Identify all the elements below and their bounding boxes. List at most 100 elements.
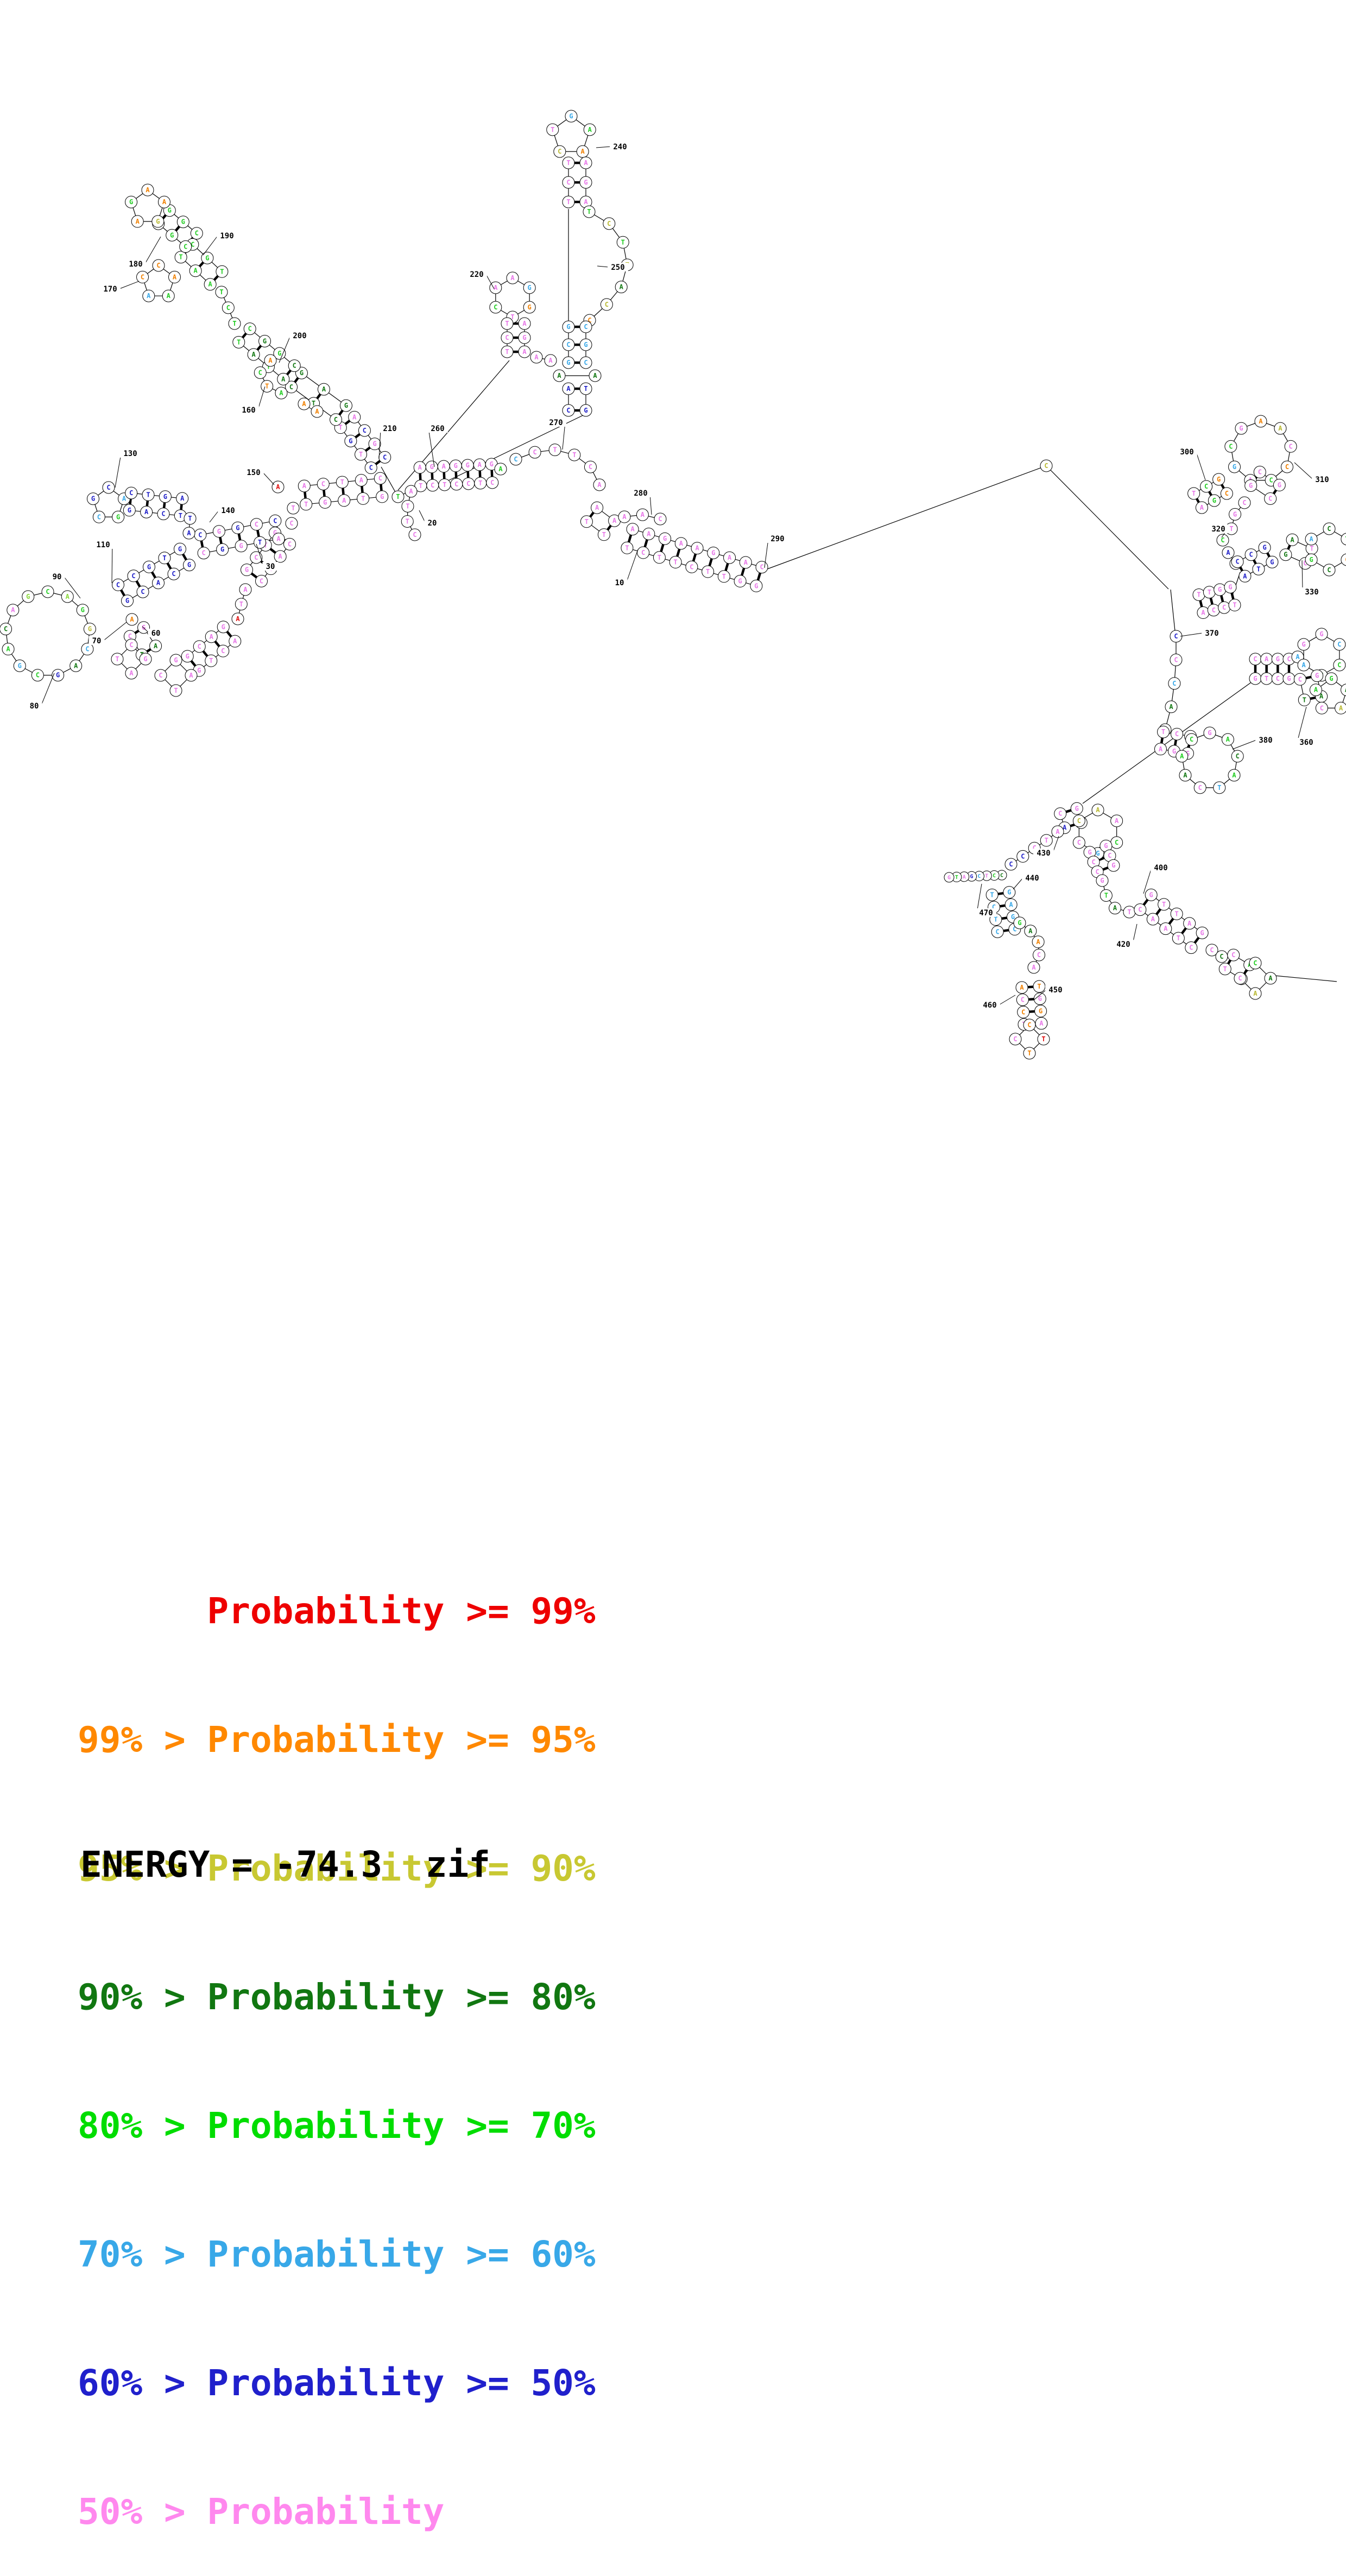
nucleotide-letter: A (352, 413, 357, 421)
nucleotide-letter: G (26, 593, 30, 600)
nucleotide-letter: A (647, 530, 651, 537)
nucleotide-letter: G (663, 535, 667, 542)
nucleotide-letter: A (588, 126, 592, 134)
nucleotide-letter: C (1298, 675, 1302, 683)
nucleotide-letter: T (162, 554, 166, 562)
nucleotide-letter: G (163, 493, 167, 501)
nucleotide-letter: C (198, 531, 202, 539)
nucleotide-letter: A (548, 357, 553, 364)
nucleotide-letter: A (1187, 920, 1192, 927)
nucleotide-letter: C (116, 581, 120, 588)
nucleotide-letter: C (260, 577, 263, 585)
nucleotide-letter: C (1009, 860, 1013, 868)
nucleotide-letter: G (245, 566, 249, 574)
nucleotide-letter: C (605, 301, 609, 308)
nucleotide-letter: C (566, 341, 570, 349)
nucleotide-letter: G (1309, 556, 1313, 564)
nucleotide-letter: A (156, 579, 161, 587)
nucleotide-letter: T (115, 655, 119, 663)
nucleotide-letter: A (1226, 736, 1230, 743)
nucleotide-letter: A (1243, 572, 1247, 580)
nucleotide-letter: A (1265, 655, 1269, 663)
nucleotide-letter: G (1200, 929, 1204, 936)
nucleotide-letter: G (277, 350, 281, 357)
nucleotide-letter: G (1233, 463, 1236, 471)
nucleotide-letter: G (528, 284, 532, 292)
nucleotide-letter: T (566, 198, 570, 206)
nucleotide-letter: T (551, 126, 554, 134)
position-label: 160 (242, 406, 255, 415)
nucleotide-letter: A (557, 372, 561, 379)
nucleotide-letter: T (584, 385, 587, 393)
nucleotide-letter: A (147, 292, 151, 300)
nucleotide-letter: C (1175, 730, 1179, 738)
nucleotide-letter: C (1320, 704, 1324, 712)
nucleotide-letter: A (1036, 938, 1040, 946)
position-label: 460 (983, 1001, 996, 1010)
nucleotide-letter: T (505, 320, 509, 327)
nucleotide-letter: G (1149, 891, 1153, 898)
nucleotide-letter: C (85, 645, 89, 653)
nucleotide-letter: A (154, 642, 158, 650)
nucleotide-letter: C (1276, 675, 1280, 682)
nucleotide-letter: A (641, 511, 645, 518)
nucleotide-letter: C (1236, 752, 1240, 760)
nucleotide-letter: T (1161, 728, 1165, 736)
nucleotide-letter: C (690, 563, 693, 571)
nucleotide-letter: C (607, 220, 611, 227)
nucleotide-letter: G (569, 112, 573, 120)
nucleotide-letter: C (46, 588, 49, 596)
nucleotide-letter: A (1200, 504, 1204, 511)
nucleotide-letter: A (279, 553, 283, 560)
nucleotide-letter: A (194, 267, 198, 275)
nucleotide-letter: A (510, 274, 515, 282)
nucleotide-letter: C (97, 513, 101, 521)
nucleotide-letter: A (243, 586, 248, 593)
position-label: 150 (247, 469, 260, 477)
nucleotide-letter: T (209, 657, 213, 664)
nucleotide-letter: C (273, 517, 277, 524)
nucleotide-letter: G (344, 402, 348, 409)
nucleotide-letter: C (363, 427, 366, 434)
nucleotide-letter: G (584, 179, 587, 186)
nucleotide-letter: A (581, 148, 585, 155)
nucleotide-letter: A (612, 517, 617, 524)
nucleotide-letter: G (1111, 862, 1115, 869)
nucleotide-letter: A (1278, 425, 1282, 432)
nucleotide-letter: T (1303, 696, 1306, 704)
nucleotide-letter: A (268, 357, 273, 364)
nucleotide-letter: G (1239, 425, 1243, 432)
nucleotide-letter: A (236, 615, 240, 623)
nucleotide-letter: C (289, 520, 293, 527)
nucleotide-letter: A (74, 662, 78, 669)
nucleotide-letter: A (744, 559, 748, 566)
nucleotide-letter: G (1287, 675, 1291, 682)
nucleotide-letter: T (406, 502, 409, 510)
nucleotide-letter: G (349, 437, 352, 445)
nucleotide-letter: T (722, 573, 726, 580)
nucleotide-letter: A (1259, 417, 1263, 425)
nucleotide-letter: A (1183, 771, 1187, 779)
nucleotide-letter: G (1075, 805, 1079, 812)
nucleotide-letter: C (993, 873, 996, 879)
nucleotide-letter: G (490, 460, 494, 468)
nucleotide-letter: A (566, 385, 571, 393)
nucleotide-letter: A (1339, 704, 1343, 712)
position-label: 430 (1037, 849, 1050, 858)
nucleotide-letter: C (4, 625, 8, 633)
nucleotide-letter: A (963, 874, 966, 880)
nucleotide-letter: A (409, 488, 413, 495)
nucleotide-letter: G (300, 369, 304, 377)
nucleotide-letter: A (418, 464, 422, 471)
nucleotide-letter: C (1198, 784, 1202, 792)
nucleotide-letter: A (1096, 806, 1100, 814)
nucleotide-letter: T (220, 268, 224, 275)
nucleotide-letter: A (1253, 990, 1257, 997)
nucleotide-letter: G (1096, 850, 1099, 857)
nucleotide-letter: C (141, 273, 144, 281)
nucleotide-letter: T (396, 493, 400, 501)
nucleotide-letter: A (1268, 974, 1273, 982)
nucleotide-letter: C (321, 480, 325, 488)
nucleotide-letter: A (167, 292, 171, 300)
nucleotide-letter: A (1151, 915, 1155, 923)
